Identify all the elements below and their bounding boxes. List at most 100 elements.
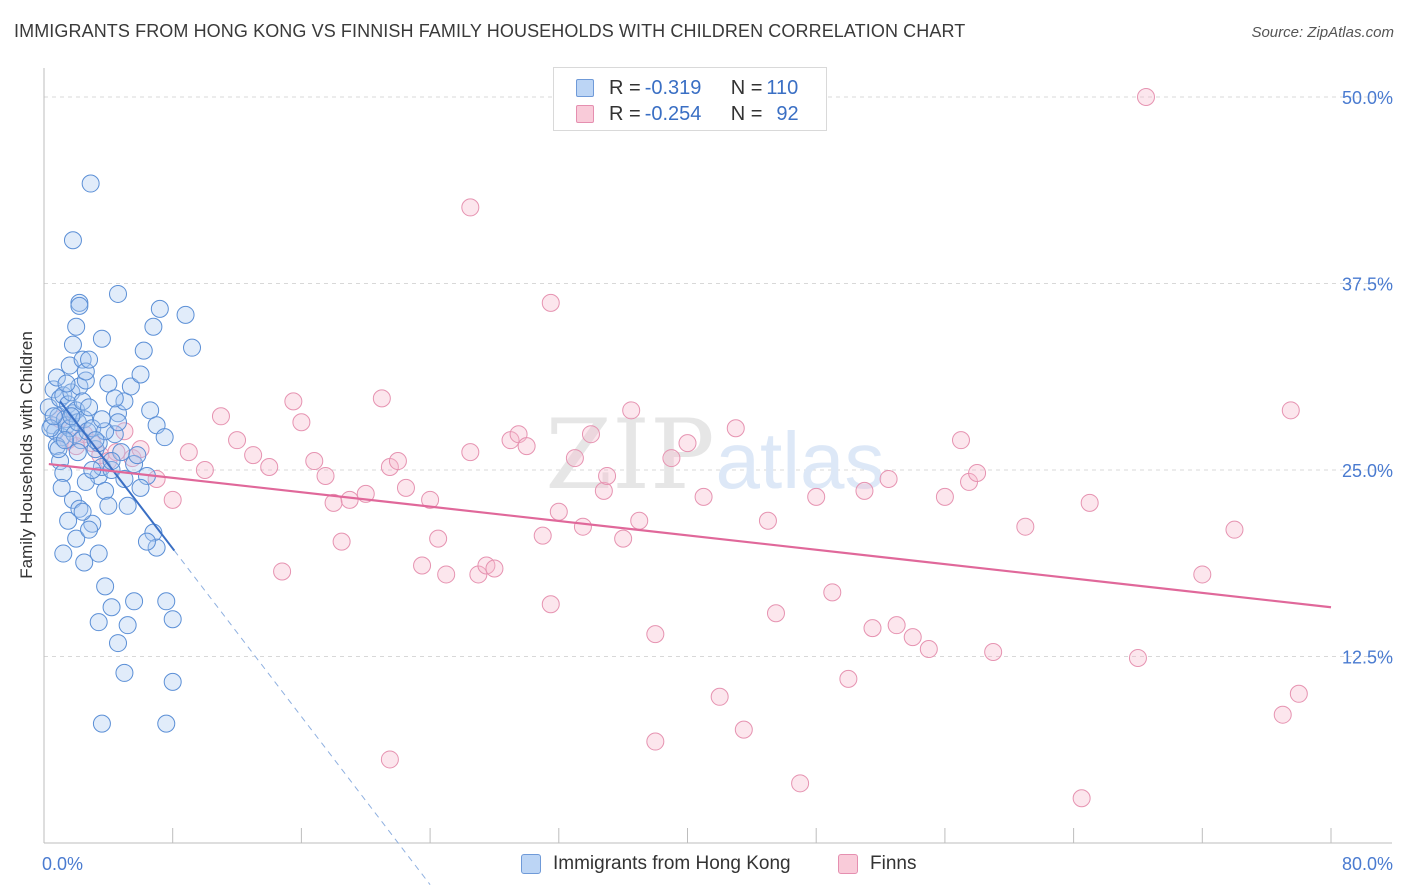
x-tick-label: 0.0% xyxy=(42,854,83,874)
data-point-finns xyxy=(903,628,922,647)
data-point-finns xyxy=(1289,684,1308,703)
data-point-finns xyxy=(292,413,311,432)
data-point-hong-kong xyxy=(54,463,73,482)
data-point-hong-kong xyxy=(52,478,71,497)
data-point-hong-kong xyxy=(63,490,82,509)
data-point-hong-kong xyxy=(54,544,73,563)
data-point-finns xyxy=(396,478,415,497)
data-point-finns xyxy=(758,511,777,530)
r-value: -0.254 xyxy=(644,102,702,125)
source-label: Source: ZipAtlas.com xyxy=(1251,24,1394,41)
r-value: -0.319 xyxy=(644,76,702,99)
data-point-finns xyxy=(131,440,150,459)
data-point-finns xyxy=(646,732,665,751)
trend-line-hong-kong-extension xyxy=(173,550,431,885)
data-point-hong-kong xyxy=(47,368,66,387)
data-point-hong-kong xyxy=(81,174,100,193)
data-point-hong-kong xyxy=(137,532,156,551)
data-point-finns xyxy=(791,774,810,793)
data-point-finns xyxy=(710,687,729,706)
data-point-finns xyxy=(622,401,641,420)
data-point-hong-kong xyxy=(57,374,76,393)
data-point-hong-kong xyxy=(105,425,124,444)
data-point-finns xyxy=(372,389,391,408)
stats-row-pink: R = -0.254 N = 92 xyxy=(576,102,799,126)
data-point-finns xyxy=(887,616,906,635)
data-point-finns xyxy=(179,443,198,462)
data-point-finns xyxy=(211,407,230,426)
legend-label-finns: Finns xyxy=(870,853,917,874)
data-point-finns xyxy=(630,511,649,530)
data-point-hong-kong xyxy=(105,389,124,408)
data-point-hong-kong xyxy=(115,663,134,682)
data-point-hong-kong xyxy=(99,374,118,393)
data-point-hong-kong xyxy=(80,350,99,369)
data-point-hong-kong xyxy=(80,398,99,417)
data-point-hong-kong xyxy=(157,714,176,733)
r-label: R = xyxy=(609,102,641,125)
data-point-finns xyxy=(1281,401,1300,420)
data-point-hong-kong xyxy=(55,431,74,450)
data-point-hong-kong xyxy=(118,496,137,515)
stats-legend: R = -0.319 N = 110 R = -0.254 N = 92 xyxy=(553,67,827,131)
axes xyxy=(43,68,1392,844)
y-axis-label: Family Households with Children xyxy=(17,331,36,579)
data-point-hong-kong xyxy=(163,672,182,691)
data-point-finns xyxy=(260,458,279,477)
data-point-hong-kong xyxy=(102,598,121,617)
data-point-hong-kong xyxy=(67,529,86,548)
n-label: N = xyxy=(730,76,763,99)
data-point-finns xyxy=(388,452,407,471)
stats-row-blue: R = -0.319 N = 110 xyxy=(576,76,798,100)
data-point-hong-kong xyxy=(89,544,108,563)
n-value: 110 xyxy=(766,76,799,99)
data-point-hong-kong xyxy=(118,616,137,635)
y-tick-label: 50.0% xyxy=(1342,88,1393,108)
data-point-finns xyxy=(115,422,134,441)
gridlines xyxy=(44,96,1392,657)
data-point-finns xyxy=(1136,88,1155,106)
data-point-hong-kong xyxy=(131,365,150,384)
data-point-finns xyxy=(461,198,480,217)
data-point-finns xyxy=(678,434,697,453)
data-point-finns xyxy=(461,443,480,462)
data-point-finns xyxy=(485,559,504,578)
series-finns-points xyxy=(51,88,1308,808)
data-point-hong-kong xyxy=(134,341,153,360)
data-point-finns xyxy=(1080,493,1099,512)
data-point-finns xyxy=(1072,789,1091,808)
data-point-hong-kong xyxy=(41,419,60,438)
data-point-finns xyxy=(380,750,399,769)
data-point-finns xyxy=(726,419,745,438)
data-point-finns xyxy=(863,619,882,638)
series-hong-kong-points xyxy=(39,174,202,733)
data-point-finns xyxy=(879,469,898,488)
data-point-hong-kong xyxy=(92,714,111,733)
data-point-hong-kong xyxy=(144,317,163,336)
data-point-hong-kong xyxy=(92,329,111,348)
data-point-hong-kong xyxy=(92,410,111,429)
data-point-finns xyxy=(823,583,842,602)
data-point-hong-kong xyxy=(109,284,128,303)
data-point-finns xyxy=(340,490,359,509)
data-point-finns xyxy=(598,466,617,485)
r-label: R = xyxy=(609,76,641,99)
data-point-finns xyxy=(316,466,335,485)
data-point-hong-kong xyxy=(99,496,118,515)
watermark-zip: ZIP xyxy=(545,399,714,511)
data-point-finns xyxy=(541,595,560,614)
data-point-hong-kong xyxy=(150,299,169,318)
data-point-hong-kong xyxy=(63,231,82,250)
data-point-hong-kong xyxy=(163,610,182,629)
y-tick-label: 37.5% xyxy=(1342,275,1393,295)
pink-swatch xyxy=(576,105,594,123)
data-point-hong-kong xyxy=(96,577,115,596)
data-point-finns xyxy=(1016,517,1035,536)
data-point-finns xyxy=(807,487,826,506)
data-point-finns xyxy=(1225,520,1244,539)
chart-title: IMMIGRANTS FROM HONG KONG VS FINNISH FAM… xyxy=(14,21,966,41)
data-point-finns xyxy=(766,604,785,623)
data-point-hong-kong xyxy=(176,305,195,324)
data-point-hong-kong xyxy=(73,502,92,521)
legend-item-finns: Finns xyxy=(838,851,916,877)
